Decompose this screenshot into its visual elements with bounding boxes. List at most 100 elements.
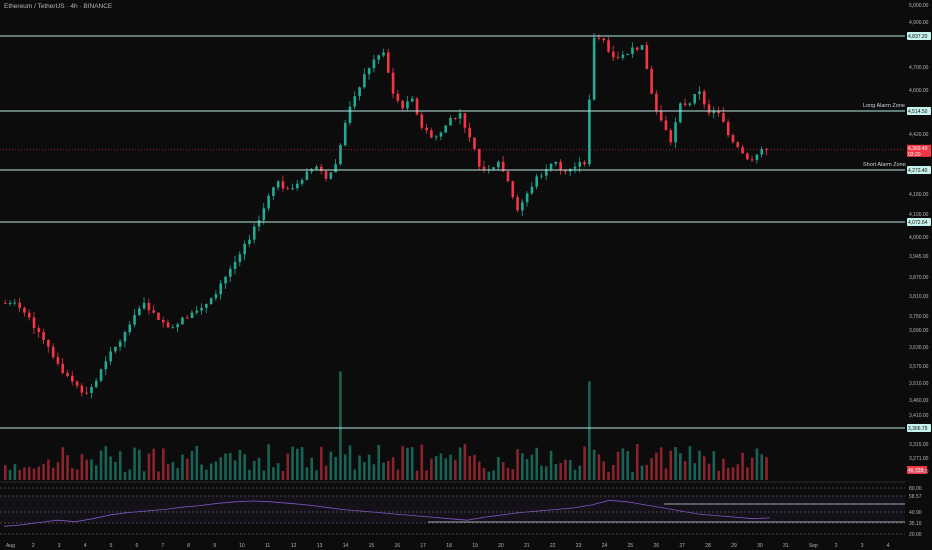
volume-bar [195,445,199,480]
rsi-level-label: 20.00 [909,532,922,538]
time-axis: Aug 2 3 4 5 6 7 8 9 10 11 12 13 14 15 16 17 18 19 20 21 22 23 2… [6,543,890,549]
candle-body [343,122,347,146]
alarm-zone-label: Short Alarm Zone [863,162,906,168]
volume-bar [568,459,572,480]
volume-bar [683,461,687,480]
volume-bar [281,471,285,480]
volume-bar [588,381,591,480]
volume-bar [157,471,160,480]
candle-body [37,328,41,333]
volume-bar [454,459,457,480]
time-tick-label: 27 [679,543,685,549]
volume-bar [698,450,701,480]
volume-bar [85,459,88,480]
volume-bar [171,462,175,480]
volume-bar [602,461,606,480]
volume-bar [664,468,668,480]
volume-bar [621,448,625,480]
candle-body [674,122,677,143]
volume-bar [640,465,644,480]
volume-bar [530,454,534,480]
candle-body [118,341,122,347]
time-tick-label: 11 [265,543,270,549]
volume-bar [80,453,84,480]
volume-bar [487,471,491,480]
candle-body [454,118,457,120]
candle-body [229,268,232,277]
volume-bar [597,454,601,480]
price-tick-label: 4,600.00 [909,88,929,94]
volume-bar [315,470,318,480]
candle-body [635,47,639,50]
volume-bar [61,447,65,480]
volume-bar [449,454,452,480]
price-axis: 5,000.00 4,900.00 4,700.00 4,600.00 4,420.00… [909,3,929,475]
candle-body [702,91,706,105]
candle-body [501,161,505,172]
candle-body [664,120,668,131]
candle-body [200,307,203,311]
volume-bar [688,446,692,480]
level-price-label: 4,072.64 [908,220,928,226]
time-tick-label: 21 [524,543,530,549]
volume-bar [741,452,744,480]
volume-bar [410,447,414,480]
time-tick-label: 4 [84,543,87,549]
candle-body [56,357,60,364]
volume-bar [707,463,711,480]
candle-body [272,187,275,196]
candle-body [592,37,596,100]
candle-body [760,148,764,155]
volume-bar [765,457,768,480]
candle-body [741,147,744,154]
volume-bar [348,445,352,480]
candle-body [477,149,481,167]
candle-body [554,161,558,164]
volume-bar [176,468,179,480]
time-tick-label: 6 [136,543,139,549]
volume-bar [200,464,203,480]
candle-body [214,294,218,299]
candle-body [291,188,294,190]
volume-bar [669,450,673,480]
price-tick-label: 4,100.00 [909,212,929,218]
candle-body [583,162,586,165]
volume-bar [152,448,156,480]
volume-bar [521,453,524,480]
candle-body [382,52,385,56]
level-price-label: 3,366.79 [908,426,928,432]
candle-body [128,324,132,333]
candle-body [698,91,701,95]
candle-body [176,324,179,328]
volume-bar [75,469,79,480]
candle-body [8,302,12,304]
level-price-badge [907,424,931,432]
candle-body [90,386,93,393]
candle-body [47,340,50,347]
volume-bar [712,451,716,480]
candle-body [387,52,390,73]
volume-bar [161,448,165,480]
candle-body [525,193,529,203]
time-tick-label: 28 [705,543,711,549]
candle-body [161,319,165,323]
candle-body [181,317,184,325]
volume-bar [612,465,615,480]
candle-body [616,57,620,59]
candle-body [420,114,424,128]
volume-bar [406,447,409,480]
volume-bar [564,459,567,480]
candle-body [238,254,242,262]
price-tick-label: 3,510.00 [909,381,929,387]
volume-bar [635,444,639,480]
candle-body [679,103,682,123]
volume-bar [746,467,749,480]
candle-body [726,122,730,136]
rsi-level-label: 80.00 [909,486,922,492]
price-tick-label: 4,000.00 [909,235,929,241]
volume-bar [674,446,677,480]
volume-bar [473,454,476,480]
candle-body [296,183,299,189]
